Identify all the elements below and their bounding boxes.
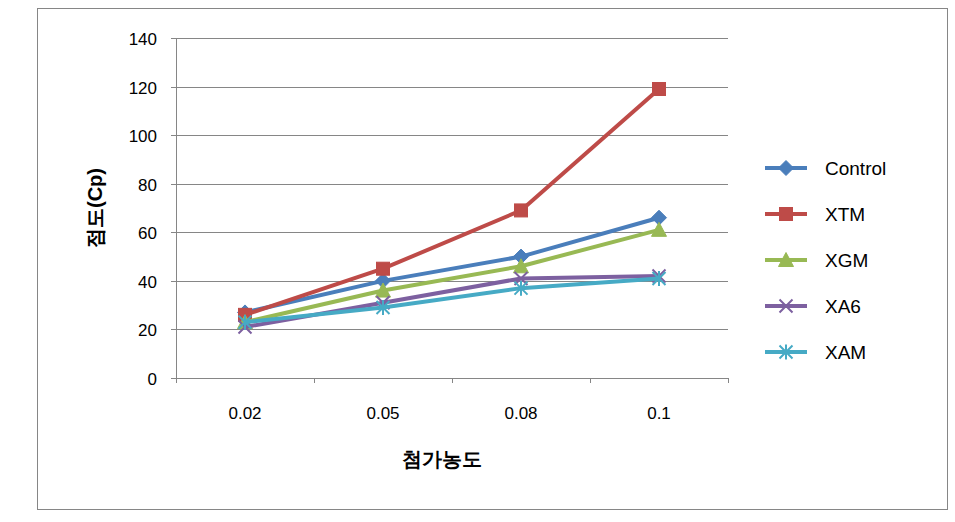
legend-marker	[779, 161, 794, 176]
data-point	[377, 300, 390, 315]
y-tick-label: 40	[138, 273, 157, 292]
series-line-group	[245, 276, 659, 327]
chart-frame	[38, 9, 948, 510]
series-line-group	[245, 278, 659, 322]
y-axis-title: 점도(Cp)	[84, 168, 106, 248]
legend-marker	[779, 253, 794, 267]
y-tick	[171, 87, 176, 88]
x-tick	[590, 378, 591, 383]
y-tick-label: 0	[148, 370, 157, 389]
y-axis	[176, 38, 177, 378]
y-tick	[171, 184, 176, 185]
data-point	[514, 259, 529, 273]
data-area	[238, 83, 667, 334]
data-point	[653, 83, 666, 96]
grid-line	[176, 135, 728, 136]
y-tick-label: 20	[138, 321, 157, 340]
y-tick-label: 80	[138, 176, 157, 195]
series-line	[245, 278, 659, 322]
x-tick	[452, 378, 453, 383]
legend-label: XA6	[825, 296, 861, 317]
legend-label: XGM	[825, 250, 868, 271]
data-point	[515, 281, 528, 296]
legend-label: Control	[825, 158, 886, 179]
chart: 0 20 40 60 80 100 120 140 0.02 0.05 0.08 0.1 첨가농도 점도(…	[0, 0, 955, 522]
grid-line	[176, 184, 728, 185]
grid-line	[176, 38, 728, 39]
legend-marker	[780, 208, 793, 221]
legend-label: XTM	[825, 204, 865, 225]
y-tick	[171, 135, 176, 136]
x-tick	[176, 378, 177, 383]
legend-marker	[780, 345, 793, 360]
data-point	[376, 283, 391, 297]
x-tick	[314, 378, 315, 383]
x-tick-label: 0.02	[228, 404, 261, 423]
data-point	[515, 204, 528, 217]
legend-label: XAM	[825, 342, 866, 363]
y-tick-label: 100	[129, 127, 157, 146]
y-tick-label: 120	[129, 79, 157, 98]
series-line	[245, 276, 659, 327]
grid-line	[176, 329, 728, 330]
x-axis-title: 첨가농도	[402, 448, 482, 470]
x-tick-label: 0.1	[647, 404, 671, 423]
grid-line	[176, 87, 728, 88]
y-tick-label: 140	[129, 30, 157, 49]
x-tick-label: 0.08	[504, 404, 537, 423]
legend-marker	[780, 300, 793, 313]
data-point	[377, 262, 390, 275]
y-tick	[171, 329, 176, 330]
x-tick-label: 0.05	[366, 404, 399, 423]
y-tick	[171, 38, 176, 39]
y-tick	[171, 281, 176, 282]
x-tick	[728, 378, 729, 383]
y-tick	[171, 378, 176, 379]
y-tick-label: 60	[138, 224, 157, 243]
data-point	[652, 222, 667, 236]
data-point	[653, 271, 666, 286]
y-tick	[171, 232, 176, 233]
data-point	[239, 315, 252, 330]
